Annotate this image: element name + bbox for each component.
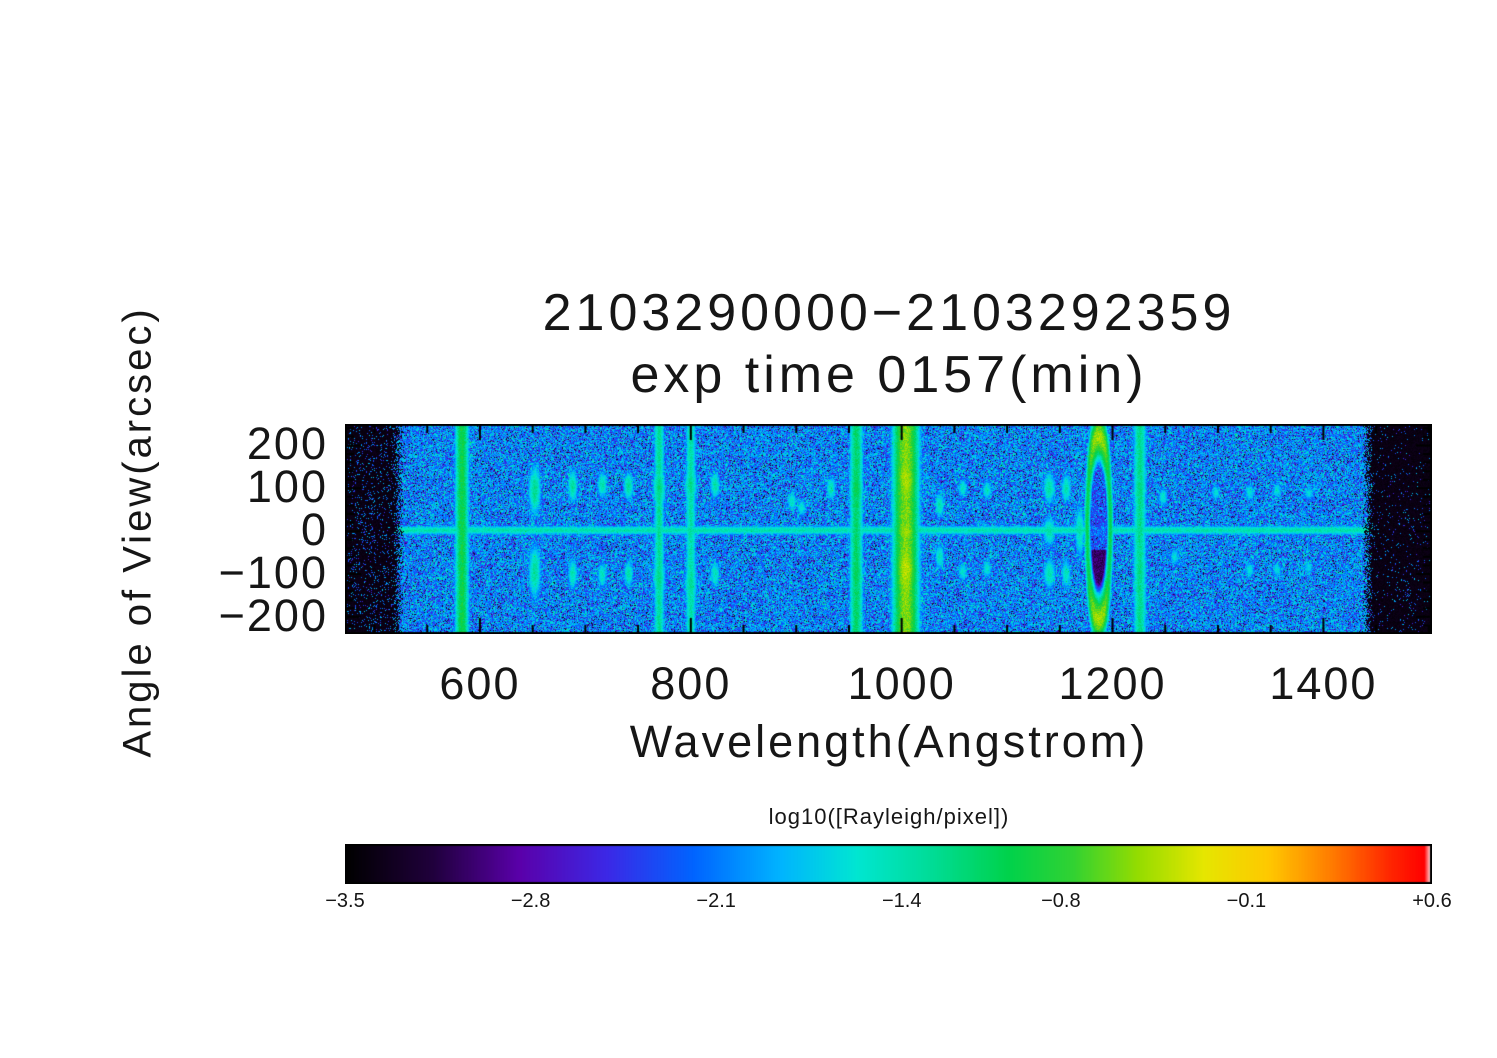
colorbar-tick-label: −2.1 xyxy=(696,890,736,912)
colorbar-tick-label: −3.5 xyxy=(325,890,365,912)
plot-title: 2103290000−2103292359 xyxy=(542,284,1236,342)
x-tick-label: 800 xyxy=(650,658,732,709)
colorbar xyxy=(345,844,1432,884)
x-tick-label: 600 xyxy=(439,658,521,709)
colorbar-tick-label: −1.4 xyxy=(882,890,922,912)
colorbar-tick-label: +0.6 xyxy=(1412,890,1452,912)
plot-subtitle: exp time 0157(min) xyxy=(630,346,1148,404)
y-axis-label: Angle of View(arcsec) xyxy=(115,306,160,758)
x-tick-label: 1000 xyxy=(847,658,956,709)
y-tick-label: −100 xyxy=(218,547,328,598)
colorbar-title: log10([Rayleigh/pixel]) xyxy=(768,804,1010,829)
spectrogram-image xyxy=(345,424,1432,634)
y-tick-label: −200 xyxy=(218,589,328,641)
y-tick-label: 100 xyxy=(246,461,328,513)
colorbar-tick-label: −2.8 xyxy=(510,890,551,912)
plot-title-block: 2103290000−2103292359 exp time 0157(min) xyxy=(345,282,1433,406)
y-tick-label: 0 xyxy=(300,504,328,556)
colorbar-tick-label: −0.8 xyxy=(1041,890,1081,912)
x-tick-label: 1200 xyxy=(1058,658,1167,709)
x-axis-label: Wavelength(Angstrom) xyxy=(629,716,1149,767)
x-tick-label: 1400 xyxy=(1269,658,1378,709)
colorbar-tick-label: −0.1 xyxy=(1226,890,1267,912)
y-tick-label: 200 xyxy=(246,418,328,470)
